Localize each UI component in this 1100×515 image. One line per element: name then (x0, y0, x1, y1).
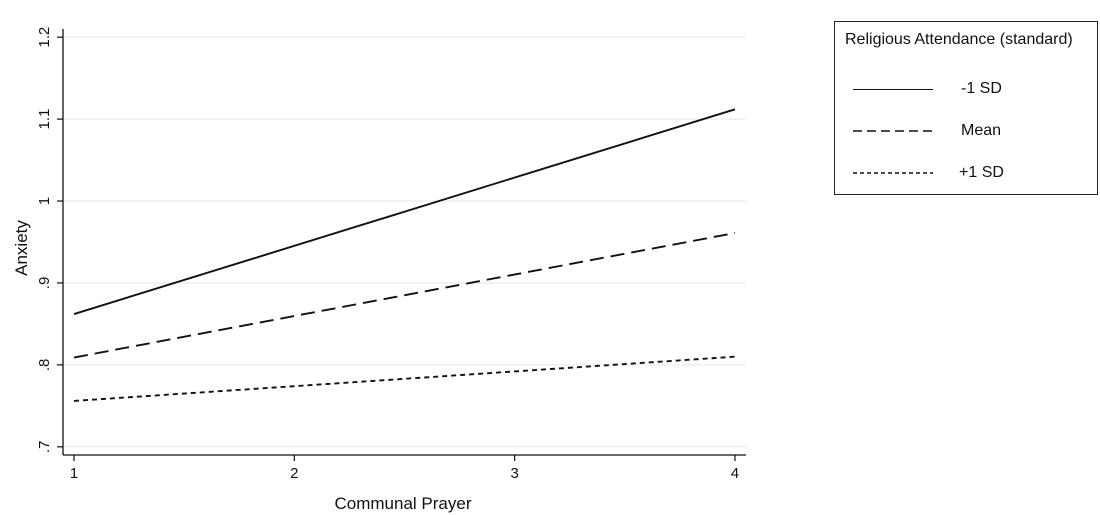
legend-label: +1 SD (959, 164, 1004, 181)
legend-swatch-short-dash (853, 172, 933, 174)
y-tick-label: 1.2 (36, 27, 53, 48)
y-tick-label: .8 (36, 359, 53, 372)
legend-swatch-solid (853, 89, 933, 90)
x-axis-title: Communal Prayer (335, 494, 472, 513)
x-tick-label: 3 (510, 465, 518, 482)
y-tick-label: .9 (36, 277, 53, 290)
x-tick-label: 1 (70, 465, 78, 482)
legend-label: -1 SD (961, 80, 1002, 97)
legend-item-plus-1-sd: +1 SD (853, 164, 1073, 184)
legend-title: Religious Attendance (standard) (845, 31, 1073, 48)
y-tick-label: 1 (36, 197, 53, 205)
legend-item-mean: Mean (853, 122, 1073, 142)
legend-swatch-long-dash (853, 130, 933, 132)
y-tick-label: 1.1 (36, 109, 53, 130)
legend-label: Mean (961, 122, 1002, 139)
x-tick-label: 4 (731, 465, 739, 482)
gridlines (63, 36, 746, 448)
series-line-2 (73, 355, 736, 402)
legend-item-minus-1-sd: -1 SD (853, 80, 1073, 100)
legend: Religious Attendance (standard) -1 SD Me… (834, 21, 1098, 195)
series-lines (73, 108, 736, 402)
series-line-0 (73, 108, 736, 315)
y-tick-label: .7 (36, 441, 53, 454)
x-tick-label: 2 (290, 465, 298, 482)
axes: .7 .8 .9 1 1.1 1.2 1 2 3 4 (36, 27, 746, 482)
y-axis-title: Anxiety (12, 220, 31, 276)
series-line-1 (73, 232, 736, 359)
